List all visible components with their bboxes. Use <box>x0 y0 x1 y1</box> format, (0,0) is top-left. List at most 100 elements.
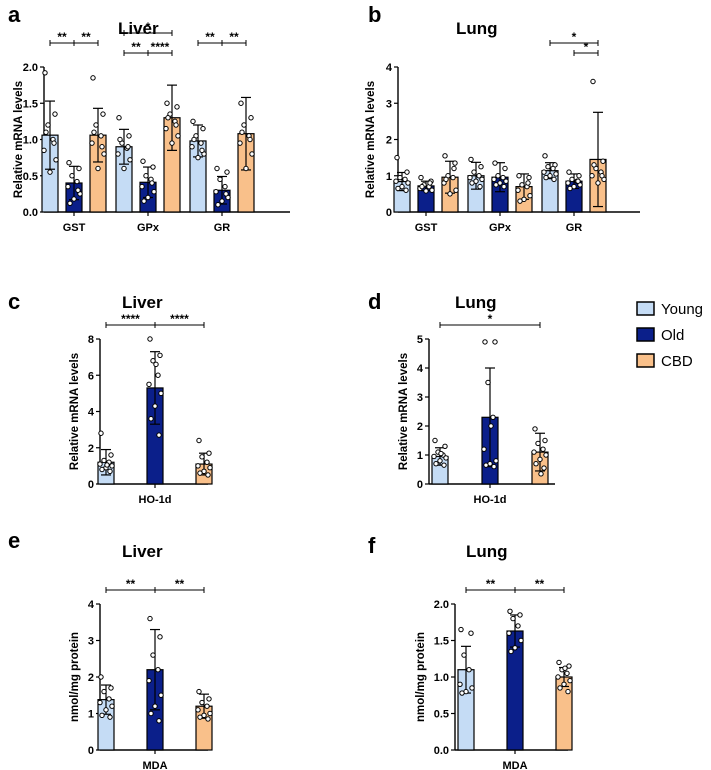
data-point <box>531 449 537 455</box>
data-point <box>395 185 401 192</box>
data-point <box>41 147 47 154</box>
data-point <box>450 174 456 181</box>
legend-swatch-old <box>636 327 655 342</box>
chart-title: Lung <box>466 542 508 561</box>
data-point <box>248 115 254 121</box>
data-point <box>469 180 475 186</box>
data-point <box>517 198 523 204</box>
data-point <box>163 125 169 132</box>
data-point <box>139 183 145 190</box>
data-point <box>95 165 101 172</box>
data-point <box>51 140 57 146</box>
data-point <box>237 140 243 146</box>
data-point <box>150 358 156 364</box>
data-point <box>126 133 132 139</box>
data-point <box>152 703 158 709</box>
panel-letter: e <box>8 528 20 553</box>
data-point <box>198 140 204 146</box>
data-point <box>433 461 439 467</box>
data-point <box>590 78 596 85</box>
data-point <box>99 712 105 719</box>
data-point <box>527 192 533 199</box>
data-point <box>149 180 155 186</box>
y-tick-label: 4 <box>417 363 424 375</box>
x-tick-label: MDA <box>502 760 527 770</box>
data-point <box>441 462 447 468</box>
data-point <box>553 171 559 177</box>
data-point <box>564 670 570 677</box>
data-point <box>427 180 433 186</box>
data-point <box>190 118 196 125</box>
data-point <box>477 183 483 190</box>
data-point <box>121 165 127 172</box>
data-point <box>207 710 213 717</box>
data-point <box>147 615 153 622</box>
significance-label: * <box>572 30 577 44</box>
panel-letter: c <box>8 289 20 314</box>
data-point <box>538 471 544 477</box>
data-point <box>115 151 121 157</box>
data-point <box>164 100 170 106</box>
data-point <box>576 173 582 179</box>
data-point <box>469 685 475 691</box>
panel-letter: d <box>368 289 381 314</box>
data-point <box>191 136 197 143</box>
data-point <box>569 176 575 183</box>
data-point <box>437 458 443 464</box>
data-point <box>238 100 244 106</box>
data-point <box>150 164 156 170</box>
y-tick-label: 2 <box>417 421 423 433</box>
y-axis-label: Relative mRNA levels <box>398 353 410 470</box>
significance-label: ** <box>81 30 91 44</box>
data-point <box>76 165 82 172</box>
data-point <box>540 446 546 452</box>
data-point <box>404 169 410 175</box>
data-point <box>43 129 49 135</box>
chart-title: Liver <box>122 542 163 561</box>
data-point <box>156 718 162 724</box>
data-point <box>204 459 210 465</box>
data-point <box>158 390 164 397</box>
data-point <box>199 147 205 154</box>
chart-title: Lung <box>455 293 497 312</box>
y-tick-label: 8 <box>88 334 94 346</box>
data-point <box>461 652 467 658</box>
y-axis-label: Relative mRNA levels <box>365 81 377 198</box>
significance-label: **** <box>151 40 170 54</box>
data-point <box>541 169 547 175</box>
legend-swatch-young <box>636 301 655 316</box>
data-point <box>98 430 104 436</box>
data-point <box>200 125 206 132</box>
data-point <box>213 189 219 195</box>
data-point <box>195 154 201 161</box>
data-point <box>495 173 501 179</box>
data-point <box>223 191 229 197</box>
data-point <box>566 169 572 175</box>
data-point <box>394 154 400 161</box>
data-point <box>98 133 104 139</box>
y-tick-label: 6 <box>88 370 94 382</box>
data-point <box>492 339 498 345</box>
data-point <box>507 608 513 614</box>
data-point <box>550 165 556 172</box>
data-point <box>98 674 104 680</box>
y-tick-label: 1.0 <box>23 135 38 147</box>
data-point <box>90 75 96 81</box>
data-point <box>205 716 211 722</box>
data-point <box>442 153 448 159</box>
data-point <box>537 456 543 463</box>
data-point <box>541 465 547 471</box>
data-point <box>143 173 149 179</box>
data-point <box>493 182 499 188</box>
panel-e: e Liver nmol/mg protein 0 1 2 3 4 MDA ** ** <box>8 528 213 770</box>
x-tick-label: GPx <box>137 222 160 234</box>
data-point <box>589 173 595 179</box>
x-tick-label: HO-1d <box>139 494 172 506</box>
panel-letter: f <box>368 533 376 558</box>
data-point <box>107 714 113 720</box>
data-point <box>451 165 457 172</box>
data-point <box>502 165 508 172</box>
data-point <box>457 681 463 687</box>
data-point <box>140 158 146 164</box>
